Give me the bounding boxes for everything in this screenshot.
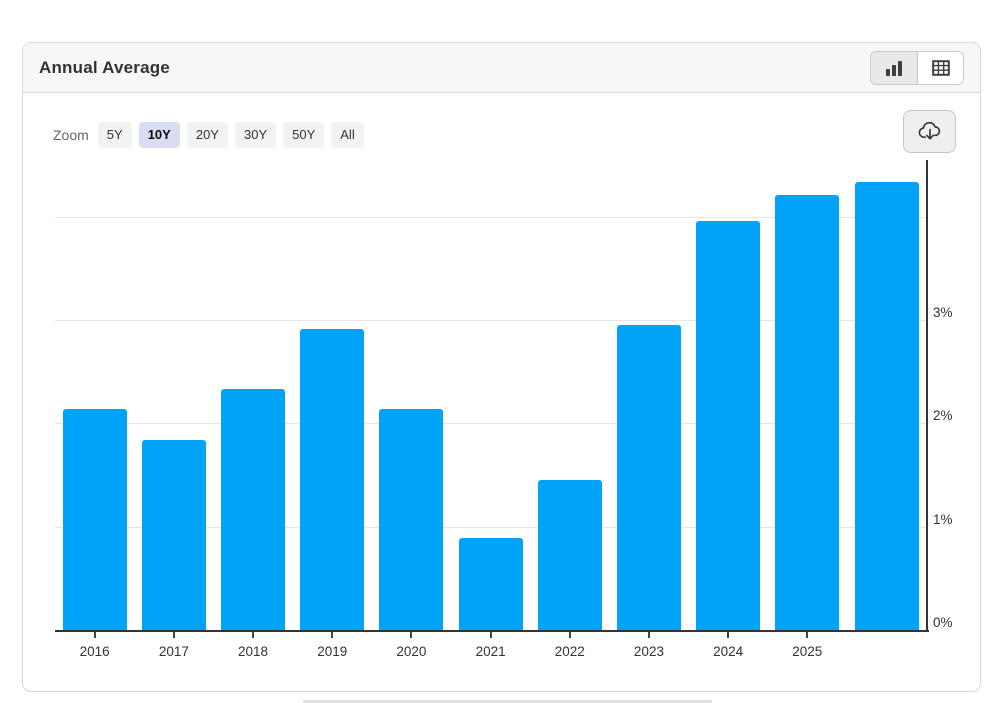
gridline-2pct xyxy=(55,423,926,425)
zoom-button-20y[interactable]: 20Y xyxy=(186,122,228,148)
x-axis-label-2020: 2020 xyxy=(396,644,427,659)
zoom-button-10y[interactable]: 10Y xyxy=(138,122,180,148)
x-tick-2023 xyxy=(647,632,650,638)
x-axis-label-2024: 2024 xyxy=(713,644,744,659)
y-axis-label-1pct: 1% xyxy=(933,511,953,527)
x-axis-label-2019: 2019 xyxy=(317,644,348,659)
gridline-1pct xyxy=(55,526,926,528)
zoom-button-5y[interactable]: 5Y xyxy=(97,122,132,148)
x-tick-2018 xyxy=(252,632,255,638)
bar-2018[interactable] xyxy=(221,389,286,630)
view-toggle-group xyxy=(870,50,964,85)
x-axis-label-2016: 2016 xyxy=(79,644,110,659)
x-tick-2024 xyxy=(727,632,730,638)
x-axis-label-2021: 2021 xyxy=(475,644,506,659)
y-axis-label-0pct: 0% xyxy=(933,615,953,630)
chart-plot-area: 0% 1% 2% 3% 2016 2017 2018 2019 2020 2021 2022 2023… xyxy=(55,160,953,659)
x-tick-2025 xyxy=(806,632,809,638)
x-axis-label-2025: 2025 xyxy=(792,644,823,659)
x-axis-line xyxy=(55,630,929,632)
annual-average-card: Annual Average xyxy=(22,42,981,692)
zoom-controls: Zoom 5Y 10Y 20Y 30Y 50Y All xyxy=(53,122,364,148)
x-tick-2020 xyxy=(410,632,413,638)
table-view-button[interactable] xyxy=(917,51,963,84)
x-tick-2016 xyxy=(93,632,96,638)
x-tick-2019 xyxy=(331,632,334,638)
cloud-download-icon xyxy=(917,120,943,144)
bar-2022[interactable] xyxy=(537,480,602,630)
x-tick-2017 xyxy=(172,632,175,638)
gridline-4pct xyxy=(55,216,926,218)
y-axis-label-3pct: 3% xyxy=(933,305,953,321)
zoom-button-30y[interactable]: 30Y xyxy=(234,122,277,148)
x-tick-2022 xyxy=(568,632,571,638)
zoom-label: Zoom xyxy=(53,127,89,143)
table-icon xyxy=(931,59,950,76)
bar-col-11[interactable] xyxy=(854,181,919,630)
next-section-edge xyxy=(303,700,712,703)
bar-2025[interactable] xyxy=(775,195,840,630)
bar-2017[interactable] xyxy=(141,439,206,630)
bar-2023[interactable] xyxy=(616,325,681,630)
x-axis-label-2017: 2017 xyxy=(158,644,189,659)
page-title: Annual Average xyxy=(39,57,170,77)
download-button[interactable] xyxy=(903,110,956,153)
bar-2020[interactable] xyxy=(379,408,444,630)
gridline-3pct xyxy=(55,320,926,322)
bar-2016[interactable] xyxy=(62,408,127,630)
bar-2019[interactable] xyxy=(300,329,365,630)
bar-2021[interactable] xyxy=(458,538,523,630)
y-axis-label-2pct: 2% xyxy=(933,408,953,424)
zoom-button-50y[interactable]: 50Y xyxy=(283,122,325,148)
x-axis-label-2023: 2023 xyxy=(633,644,664,659)
card-header: Annual Average xyxy=(23,43,980,93)
chart-view-button[interactable] xyxy=(871,51,917,84)
x-axis-label-2022: 2022 xyxy=(554,644,585,659)
bar-chart-icon xyxy=(885,60,903,76)
bar-2024[interactable] xyxy=(696,220,761,630)
x-axis-label-2018: 2018 xyxy=(238,644,269,659)
x-tick-2021 xyxy=(489,632,492,638)
y-axis-line xyxy=(926,160,928,632)
zoom-button-all[interactable]: All xyxy=(331,122,364,148)
